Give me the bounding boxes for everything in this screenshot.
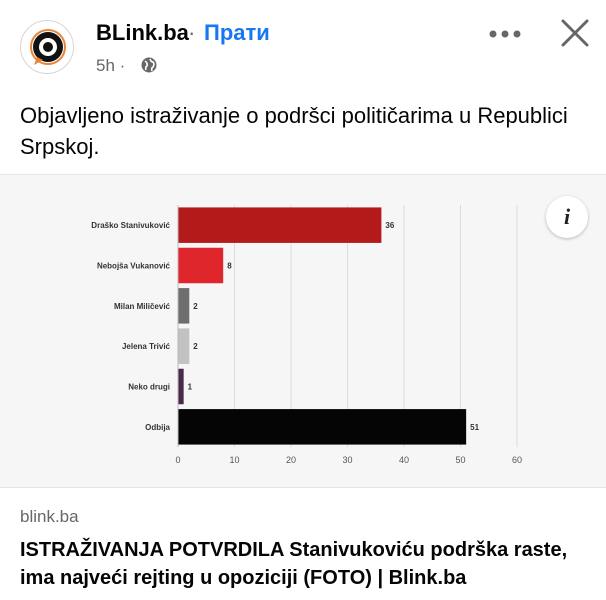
category-label: Jelena Trivić: [122, 342, 171, 351]
bar: [178, 247, 224, 284]
more-options-icon[interactable]: [486, 22, 524, 46]
bar: [178, 368, 184, 405]
category-label: Milan Miličević: [114, 302, 171, 311]
x-tick-label: 50: [455, 455, 465, 465]
blink-logo-icon: [30, 29, 66, 65]
x-tick-label: 10: [229, 455, 239, 465]
globe-icon: [141, 57, 157, 73]
x-tick-label: 0: [175, 455, 180, 465]
data-label: 51: [470, 423, 479, 432]
x-tick-label: 60: [512, 455, 522, 465]
link-preview-image[interactable]: 0 10 20 30 40 50 60 Draško Stanivuković 36 Nebojš…: [0, 174, 606, 488]
close-icon[interactable]: [560, 16, 590, 50]
post-time[interactable]: 5h ·: [96, 56, 126, 75]
data-label: 36: [385, 221, 394, 230]
x-tick-label: 30: [342, 455, 352, 465]
data-label: 2: [193, 302, 198, 311]
info-button[interactable]: i: [546, 196, 588, 238]
data-label: 8: [227, 262, 232, 271]
header-separator: ·: [188, 20, 196, 45]
category-label: Nebojša Vukanović: [97, 262, 171, 271]
bar: [178, 328, 190, 364]
post-header: BLink.ba · Прати 5h ·: [0, 0, 606, 90]
bar: [178, 409, 467, 445]
data-label: 2: [193, 342, 198, 351]
bar-chart: 0 10 20 30 40 50 60 Draško Stanivuković 36 Nebojš…: [91, 205, 522, 465]
follow-button[interactable]: Прати: [204, 20, 270, 45]
page-avatar[interactable]: [20, 20, 74, 74]
data-label: 1: [188, 383, 193, 392]
bar: [178, 288, 190, 324]
category-label: Neko drugi: [128, 383, 170, 392]
x-tick-label: 20: [286, 455, 296, 465]
page-name[interactable]: BLink.ba: [96, 20, 189, 45]
post-text: Objavljeno istraživanje o podršci politi…: [20, 103, 568, 159]
link-title[interactable]: ISTRAŽIVANJA POTVRDILA Stanivukoviću pod…: [20, 539, 568, 589]
category-label: Odbija: [145, 423, 170, 432]
link-domain[interactable]: blink.ba: [20, 507, 79, 526]
bar: [178, 207, 382, 243]
category-label: Draško Stanivuković: [91, 221, 170, 230]
x-tick-label: 40: [399, 455, 409, 465]
